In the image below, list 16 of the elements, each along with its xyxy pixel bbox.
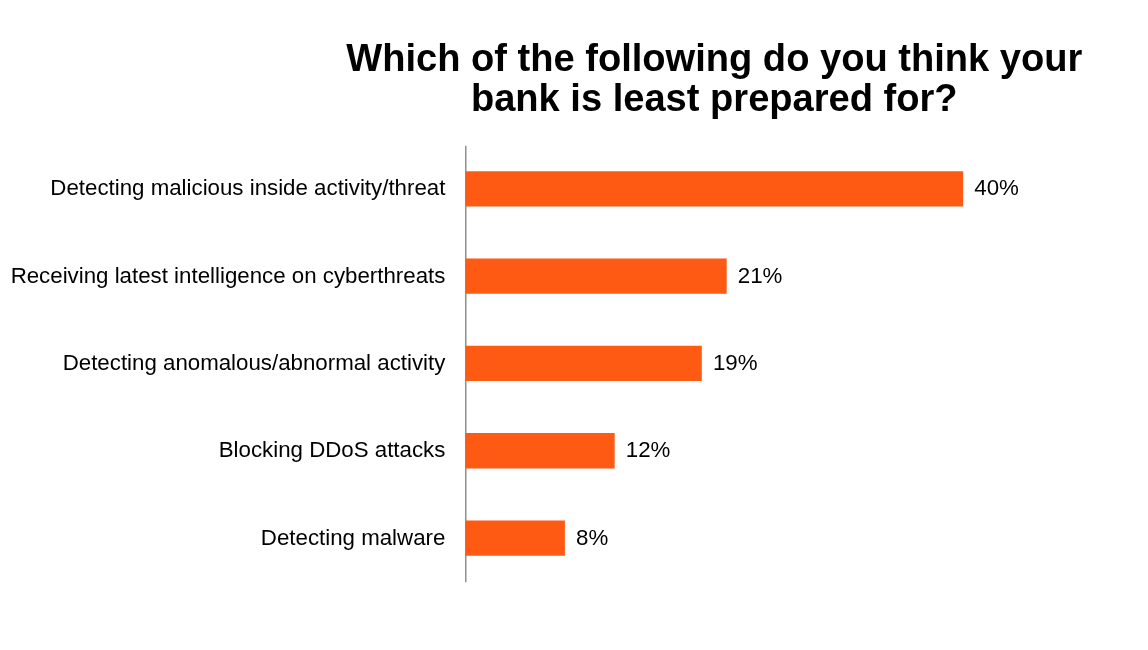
data-label: 8% [576,524,609,550]
bar [465,520,565,556]
y-tick-label: Detecting anomalous/abnormal activity [62,349,447,375]
y-tick-label: Blocking DDoS attacks [218,437,446,463]
y-tick-label: Receiving latest intelligence on cyberthreats [10,262,446,288]
data-label: 40% [974,175,1020,201]
data-label: 21% [737,262,783,288]
bar [465,345,702,382]
bar [465,258,727,294]
bar [465,433,615,469]
y-tick-label: Detecting malware [260,524,446,550]
text: Which of the following do you think your [346,36,1083,79]
bar [465,171,964,207]
data-label: 19% [712,349,758,375]
y-tick-label: Detecting malicious inside activity/threat [50,175,447,201]
data-label: 12% [625,437,671,463]
